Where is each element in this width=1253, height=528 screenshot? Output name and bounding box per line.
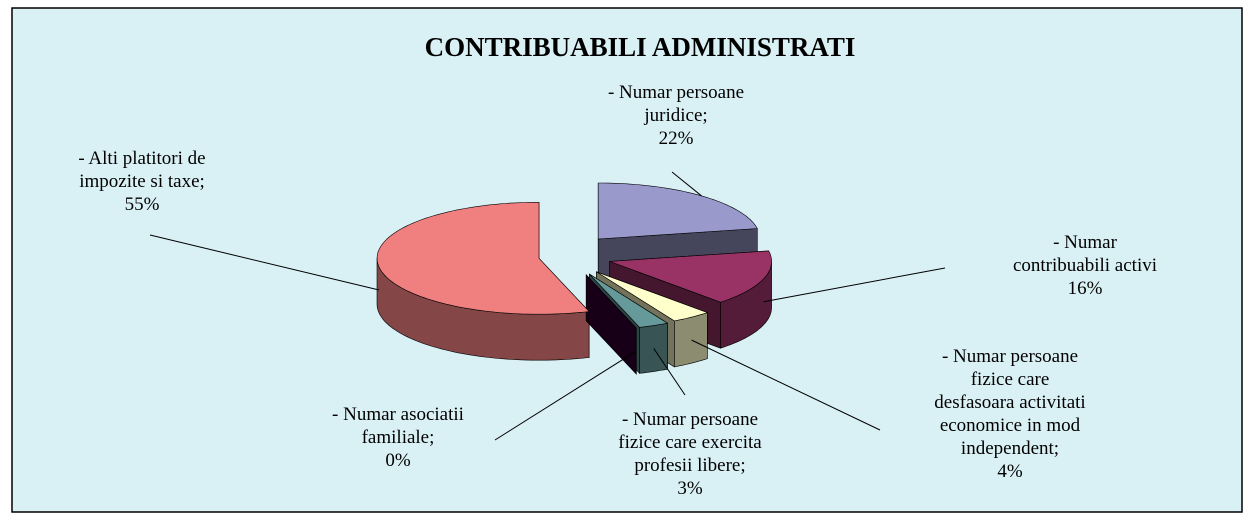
slice-top	[596, 271, 709, 322]
label-line: independent;	[961, 438, 1059, 459]
leader-line	[494, 350, 637, 441]
label-line: desfasoara activitati	[934, 392, 1085, 413]
label-line: - Numar persoane	[942, 346, 1078, 367]
label-line: profesii libere;	[634, 455, 745, 476]
slice-top	[376, 202, 590, 315]
slice-top	[609, 250, 772, 303]
label-line: juridice;	[643, 105, 707, 126]
label-line: - Numar asociatii	[332, 404, 464, 425]
chart-title: CONTRIBUABILI ADMINISTRATI	[425, 32, 856, 62]
leader-line	[149, 234, 380, 291]
data-label-value: 16%	[1068, 278, 1103, 299]
data-label-value: 3%	[677, 478, 703, 499]
label-line: fizice care	[971, 369, 1050, 390]
label-line: impozite si taxe;	[79, 171, 205, 192]
data-label-category: - Numar persoane fizice care desfasoara ac…	[934, 346, 1085, 459]
label-line: familiale;	[362, 427, 435, 448]
data-label-category: - Alti platitori de impozite si taxe;	[78, 148, 205, 192]
leader-line	[653, 348, 686, 396]
data-label-category: - Numar contribuabili activi	[1013, 232, 1157, 276]
data-label-value: 0%	[385, 450, 411, 471]
data-label-value: 55%	[125, 194, 160, 215]
slice-radial-face	[585, 274, 637, 375]
label-line: fizice care exercita	[618, 432, 762, 453]
label-line: - Numar persoane	[622, 409, 758, 430]
slice-outer-wall	[674, 312, 708, 368]
label-line: economice in mod	[940, 415, 1081, 436]
label-line: contribuabili activi	[1013, 255, 1157, 276]
leader-line	[671, 171, 702, 197]
pie-slice-sides	[585, 274, 637, 375]
data-label-category: - Numar persoane juridice;	[608, 82, 744, 126]
leader-line	[691, 339, 881, 431]
label-line: - Numar persoane	[608, 82, 744, 103]
data-label-category: - Numar asociatii familiale;	[332, 404, 464, 448]
label-line: - Numar	[1053, 232, 1118, 253]
data-label-value: 4%	[997, 461, 1023, 482]
label-line: - Alti platitori de	[78, 148, 205, 169]
slice-top	[589, 273, 669, 328]
pie-tops	[376, 182, 772, 328]
slice-outer-wall	[639, 322, 668, 374]
data-label-category: - Numar persoane fizice care exercita prof…	[618, 409, 762, 476]
leader-line	[763, 267, 946, 303]
slice-top	[597, 182, 758, 240]
data-label-value: 22%	[659, 128, 694, 149]
